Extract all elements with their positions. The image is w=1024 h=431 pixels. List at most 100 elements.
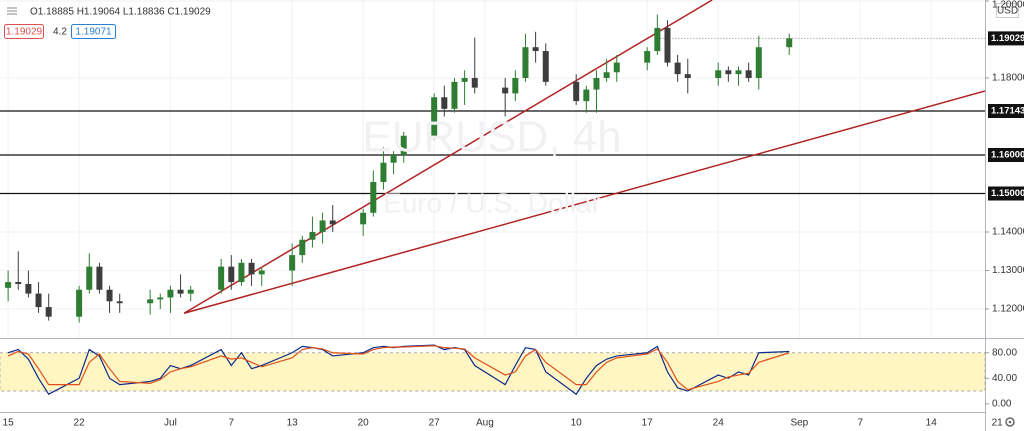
candle-body	[187, 289, 194, 294]
candle-body	[258, 270, 265, 275]
y-tick-label: 1.20000	[992, 0, 1024, 11]
price-label: 1.16000	[991, 150, 1024, 161]
candle-body	[431, 97, 438, 136]
bid-price: 1.19029	[6, 27, 43, 38]
ask-price: 1.19071	[75, 27, 112, 38]
candle-body	[613, 62, 620, 73]
candle-body	[745, 70, 752, 79]
candle-body	[5, 282, 12, 288]
main-pane	[0, 0, 985, 338]
candle-body	[451, 81, 458, 109]
last-price-box	[988, 31, 1024, 46]
x-tick-label: 7	[229, 418, 235, 429]
candle-body	[370, 181, 377, 213]
stoch-y-tick-label: 40.00	[992, 373, 1017, 384]
candle-body	[532, 47, 539, 52]
ohlc-text: O1.18885 H1.19064 L1.18836 C1.19029	[30, 7, 211, 18]
stoch-band	[0, 352, 985, 392]
candle-body	[238, 262, 245, 283]
x-tick-label: Jul	[164, 418, 177, 429]
watermark-subtitle: Euro / U.S. Dollar	[383, 187, 601, 218]
x-tick-label: 15	[3, 418, 15, 429]
candle-body	[573, 81, 580, 102]
candle-body	[96, 266, 103, 290]
candle-body	[106, 289, 113, 302]
candle-body	[319, 220, 326, 233]
menu-icon[interactable]	[5, 5, 19, 17]
candle-body	[674, 62, 681, 75]
bid-box[interactable]	[4, 24, 44, 39]
candle-body	[583, 89, 590, 102]
x-tick-label: 27	[429, 418, 441, 429]
x-tick-label: 22	[74, 418, 86, 429]
trendline	[183, 90, 985, 314]
candle-body	[593, 78, 600, 90]
candle-body	[218, 266, 225, 290]
x-tick-label: 10	[571, 418, 583, 429]
candle-body	[786, 38, 793, 48]
candle-body	[177, 289, 184, 294]
candle-body	[390, 155, 397, 163]
candle-body	[289, 255, 296, 271]
candle-body	[684, 74, 691, 79]
x-tick-label: 20	[358, 418, 370, 429]
candle-body	[441, 97, 448, 109]
price-label-box	[988, 186, 1024, 201]
candle-body	[725, 70, 732, 75]
candle-body	[755, 47, 762, 79]
x-tick-label: 7	[857, 418, 863, 429]
y-tick-label: 1.18000	[992, 73, 1024, 84]
ask-box[interactable]	[71, 24, 116, 39]
candle-body	[654, 27, 661, 52]
candle-body	[45, 307, 52, 317]
candle-body	[512, 78, 519, 94]
candle-body	[15, 282, 22, 284]
x-tick-label: 24	[713, 418, 725, 429]
candle-body	[542, 51, 549, 82]
currency-box[interactable]	[996, 3, 1019, 18]
candle-body	[502, 87, 509, 94]
x-tick-label: 21	[992, 418, 1004, 429]
candle-body	[471, 78, 478, 88]
candle-body	[461, 78, 468, 82]
stoch-pane	[0, 344, 985, 396]
candle-body	[35, 293, 42, 308]
x-tick-label: Sep	[790, 418, 808, 429]
candle-body	[360, 212, 367, 225]
candle-body	[228, 266, 235, 283]
candle-body	[380, 162, 387, 182]
candle-body	[25, 283, 32, 294]
candle-body	[299, 239, 306, 256]
price-label-box	[988, 103, 1024, 118]
candle-body	[147, 299, 154, 304]
x-tick-label: 17	[642, 418, 654, 429]
candle-body	[522, 47, 529, 79]
currency: USD	[997, 6, 1018, 17]
candle-body	[76, 289, 83, 317]
stoch-y-tick-label: 0.00	[992, 398, 1012, 409]
candle-body	[715, 70, 722, 79]
stoch-line	[7, 345, 790, 391]
candle-body	[603, 72, 610, 79]
candle-body	[86, 266, 93, 290]
candle-body	[116, 301, 123, 304]
price-label: 1.15000	[991, 188, 1024, 199]
candle-body	[157, 297, 164, 300]
spread: 4.2	[53, 27, 67, 38]
candle-body	[329, 220, 336, 225]
price-label: 1.17143	[991, 106, 1024, 117]
y-tick-label: 1.13000	[992, 265, 1024, 276]
x-tick-label: Aug	[476, 418, 494, 429]
candle-body	[400, 135, 407, 156]
candle-body	[309, 232, 316, 240]
candle-body	[664, 27, 671, 63]
price-label-box	[988, 148, 1024, 163]
trendline	[183, 0, 713, 314]
candle-body	[735, 70, 742, 75]
y-tick-label: 1.12000	[992, 304, 1024, 315]
settings-icon[interactable]	[1005, 417, 1015, 427]
y-tick-label: 1.14000	[992, 227, 1024, 238]
candle-body	[644, 51, 651, 63]
